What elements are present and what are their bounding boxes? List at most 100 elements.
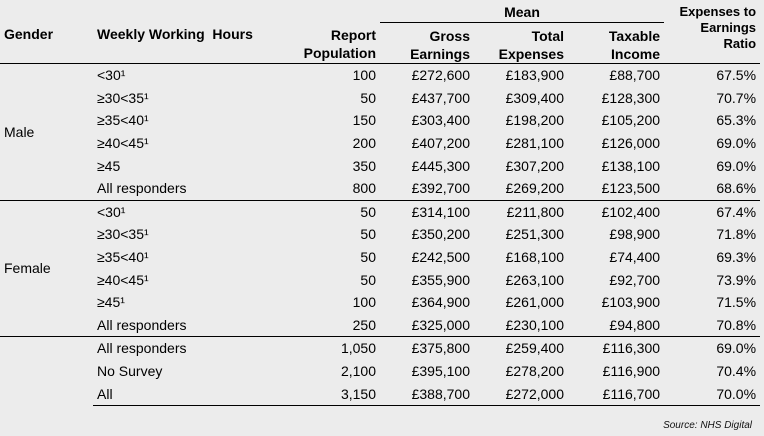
hours-cell: ≥35<40¹ xyxy=(97,112,149,129)
table-row: Female <30¹ 50 £314,100 £211,800 £102,400 67.4… xyxy=(0,199,761,337)
gross-earnings-cell: £388,700 xyxy=(380,382,474,406)
earnings-table: Gender Weekly Working Hours Report Popul… xyxy=(0,0,761,406)
total-expenses-cell: £259,400 xyxy=(474,336,568,360)
table-row: All responders 1,050 £375,800 £259,400 £116,… xyxy=(0,336,761,406)
table-row: ≥45¹ 100 £364,900 £261,000 £103,900 71.5% xyxy=(0,291,760,314)
gross-earnings-cell: £314,100 xyxy=(380,199,474,224)
total-expenses-cell: £198,200 xyxy=(505,112,564,129)
expenses-ratio-cell: 71.8% xyxy=(716,226,757,243)
hours-cell: ≥30<35¹ xyxy=(97,89,149,106)
expenses-ratio-cell: 69.3% xyxy=(716,249,757,266)
expenses-ratio-cell: 67.5% xyxy=(716,67,757,84)
total-expenses-cell: £272,000 xyxy=(474,382,568,406)
taxable-income-cell: £116,900 xyxy=(602,363,661,380)
hours-cell: <30¹ xyxy=(93,199,286,224)
header-total-expenses: Total Expenses xyxy=(474,23,568,64)
total-expenses-cell: £309,400 xyxy=(505,89,564,106)
expenses-ratio-cell: 70.4% xyxy=(716,363,757,380)
expenses-ratio-cell: 69.0% xyxy=(716,157,757,174)
taxable-income-cell: £103,900 xyxy=(601,294,661,311)
table-body: Male <30¹ 100 £272,600 £183,900 £88,700 67.5% ≥… xyxy=(0,64,761,406)
taxable-income-cell: £116,700 xyxy=(568,382,665,406)
gross-earnings-cell: £364,900 xyxy=(411,294,470,311)
gender-cell xyxy=(0,336,93,406)
total-expenses-cell: £281,100 xyxy=(505,135,564,152)
table-row: ≥35<40¹ 150 £303,400 £198,200 £105,200 65.3% xyxy=(0,109,760,132)
total-expenses-cell: £251,300 xyxy=(505,226,564,243)
population-cell: 350 xyxy=(352,157,376,174)
taxable-income-cell: £123,500 xyxy=(601,180,661,197)
population-cell: 3,150 xyxy=(286,382,380,406)
table-row: All responders 250 £325,000 £230,100 £94,800… xyxy=(0,314,760,337)
population-cell: 50 xyxy=(360,249,376,266)
taxable-income-cell: £128,300 xyxy=(601,89,661,106)
taxable-income-cell: £126,000 xyxy=(601,135,661,152)
expenses-ratio-cell: 65.3% xyxy=(716,112,757,129)
population-cell: 800 xyxy=(352,180,376,197)
table-row: No Survey 2,100 £395,100 £278,200 £116,900 70… xyxy=(0,360,760,383)
gross-earnings-cell: £437,700 xyxy=(411,89,470,106)
source-note: Source: NHS Digital xyxy=(663,420,752,431)
taxable-income-cell: £116,300 xyxy=(568,336,665,360)
table-row: ≥35<40¹ 50 £242,500 £168,100 £74,400 69.3% xyxy=(0,246,760,269)
gross-earnings-cell: £392,700 xyxy=(411,180,470,197)
taxable-income-cell: £138,100 xyxy=(601,157,661,174)
header-expenses-ratio-label: Expenses to Earnings Ratio xyxy=(679,4,757,51)
total-expenses-cell: £261,000 xyxy=(505,294,564,311)
table-row: All responders 800 £392,700 £269,200 £123,50… xyxy=(0,177,760,200)
hours-cell: No Survey xyxy=(97,363,163,380)
table-row: ≥45 350 £445,300 £307,200 £138,100 69.0% xyxy=(0,154,760,177)
expenses-ratio-cell: 67.4% xyxy=(664,199,761,224)
hours-cell: All responders xyxy=(97,180,187,197)
table-header: Gender Weekly Working Hours Report Popul… xyxy=(0,0,761,64)
total-expenses-cell: £230,100 xyxy=(505,316,564,333)
table-row: ≥30<35¹ 50 £350,200 £251,300 £98,900 71.8% xyxy=(0,223,760,246)
header-gross-earnings: Gross Earnings xyxy=(380,23,474,64)
total-expenses-cell: £278,200 xyxy=(505,363,564,380)
gross-earnings-cell: £375,800 xyxy=(380,336,474,360)
gender-cell: Male xyxy=(4,123,35,140)
table-row: Male <30¹ 100 £272,600 £183,900 £88,700 67.5% xyxy=(0,64,760,139)
table-row: All 3,150 £388,700 £272,000 £116,700 70.0% xyxy=(0,382,761,406)
expenses-ratio-cell: 73.9% xyxy=(716,271,757,288)
total-expenses-cell: £307,200 xyxy=(505,157,564,174)
hours-cell: All responders xyxy=(97,316,187,333)
population-cell: 100 xyxy=(352,67,376,84)
table-row: ≥30<35¹ 50 £437,700 £309,400 £128,300 70.7% xyxy=(0,87,760,110)
hours-cell: ≥40<45¹ xyxy=(97,135,149,152)
expenses-ratio-cell: 68.6% xyxy=(716,180,757,197)
header-gender: Gender xyxy=(4,26,54,42)
header-taxable-income-label: Taxable Income xyxy=(608,28,661,62)
gross-earnings-cell: £445,300 xyxy=(411,157,470,174)
gross-earnings-cell: £303,400 xyxy=(411,112,470,129)
gross-earnings-cell: £350,200 xyxy=(411,226,470,243)
expenses-ratio-cell: 71.5% xyxy=(716,294,757,311)
population-cell: 1,050 xyxy=(286,336,380,360)
population-cell: 100 xyxy=(352,294,376,311)
header-mean: Mean xyxy=(380,0,665,23)
expenses-ratio-cell: 69.0% xyxy=(716,135,757,152)
population-cell: 50 xyxy=(360,226,376,243)
expenses-ratio-cell: 70.0% xyxy=(664,382,761,406)
taxable-income-cell: £92,700 xyxy=(609,271,661,288)
expenses-ratio-cell: 70.8% xyxy=(716,316,757,333)
gross-earnings-cell: £272,600 xyxy=(411,67,470,84)
expenses-ratio-cell: 70.7% xyxy=(716,89,757,106)
gross-earnings-cell: £355,900 xyxy=(411,271,470,288)
total-expenses-cell: £183,900 xyxy=(505,67,564,84)
hours-cell: ≥35<40¹ xyxy=(97,249,149,266)
taxable-income-cell: £94,800 xyxy=(609,316,661,333)
gross-earnings-cell: £325,000 xyxy=(411,316,470,333)
hours-cell: <30¹ xyxy=(97,67,126,84)
population-cell: 50 xyxy=(360,89,376,106)
taxable-income-cell: £102,400 xyxy=(568,199,665,224)
population-cell: 150 xyxy=(352,112,376,129)
expenses-ratio-cell: 69.0% xyxy=(664,336,761,360)
header-report-population: Report Population xyxy=(286,0,380,63)
hours-cell: ≥45¹ xyxy=(97,294,125,311)
taxable-income-cell: £88,700 xyxy=(609,67,661,84)
total-expenses-cell: £168,100 xyxy=(505,249,564,266)
hours-cell: ≥30<35¹ xyxy=(97,226,149,243)
taxable-income-cell: £105,200 xyxy=(601,112,661,129)
header-expenses-ratio: Expenses to Earnings Ratio xyxy=(664,0,760,63)
